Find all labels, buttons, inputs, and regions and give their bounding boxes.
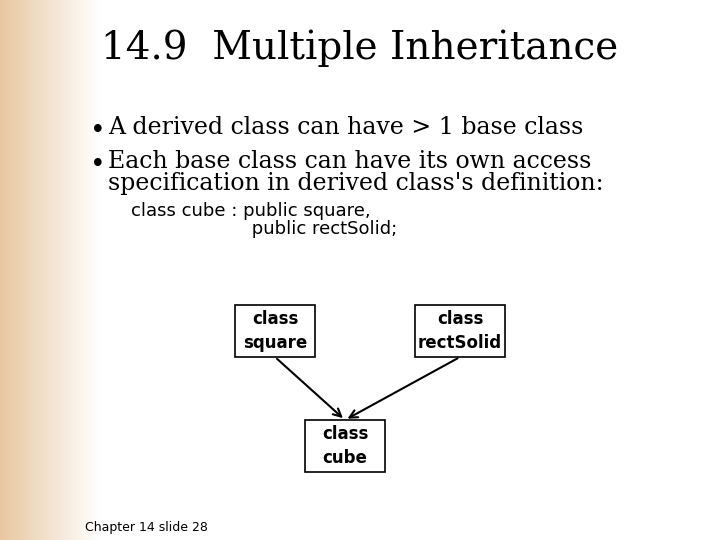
- FancyBboxPatch shape: [235, 305, 315, 357]
- Text: •: •: [90, 152, 106, 177]
- FancyBboxPatch shape: [305, 420, 385, 472]
- FancyBboxPatch shape: [415, 305, 505, 357]
- Text: class
rectSolid: class rectSolid: [418, 310, 502, 352]
- Text: class
square: class square: [243, 310, 307, 352]
- Text: class cube : public square,: class cube : public square,: [108, 202, 371, 220]
- Text: Each base class can have its own access: Each base class can have its own access: [108, 150, 591, 173]
- Text: public rectSolid;: public rectSolid;: [108, 220, 397, 238]
- Text: •: •: [90, 118, 106, 143]
- Text: class
cube: class cube: [322, 425, 368, 467]
- Text: 14.9  Multiple Inheritance: 14.9 Multiple Inheritance: [102, 29, 618, 67]
- Text: specification in derived class's definition:: specification in derived class's definit…: [108, 172, 603, 195]
- Text: A derived class can have > 1 base class: A derived class can have > 1 base class: [108, 116, 583, 139]
- Text: Chapter 14 slide 28: Chapter 14 slide 28: [85, 522, 208, 535]
